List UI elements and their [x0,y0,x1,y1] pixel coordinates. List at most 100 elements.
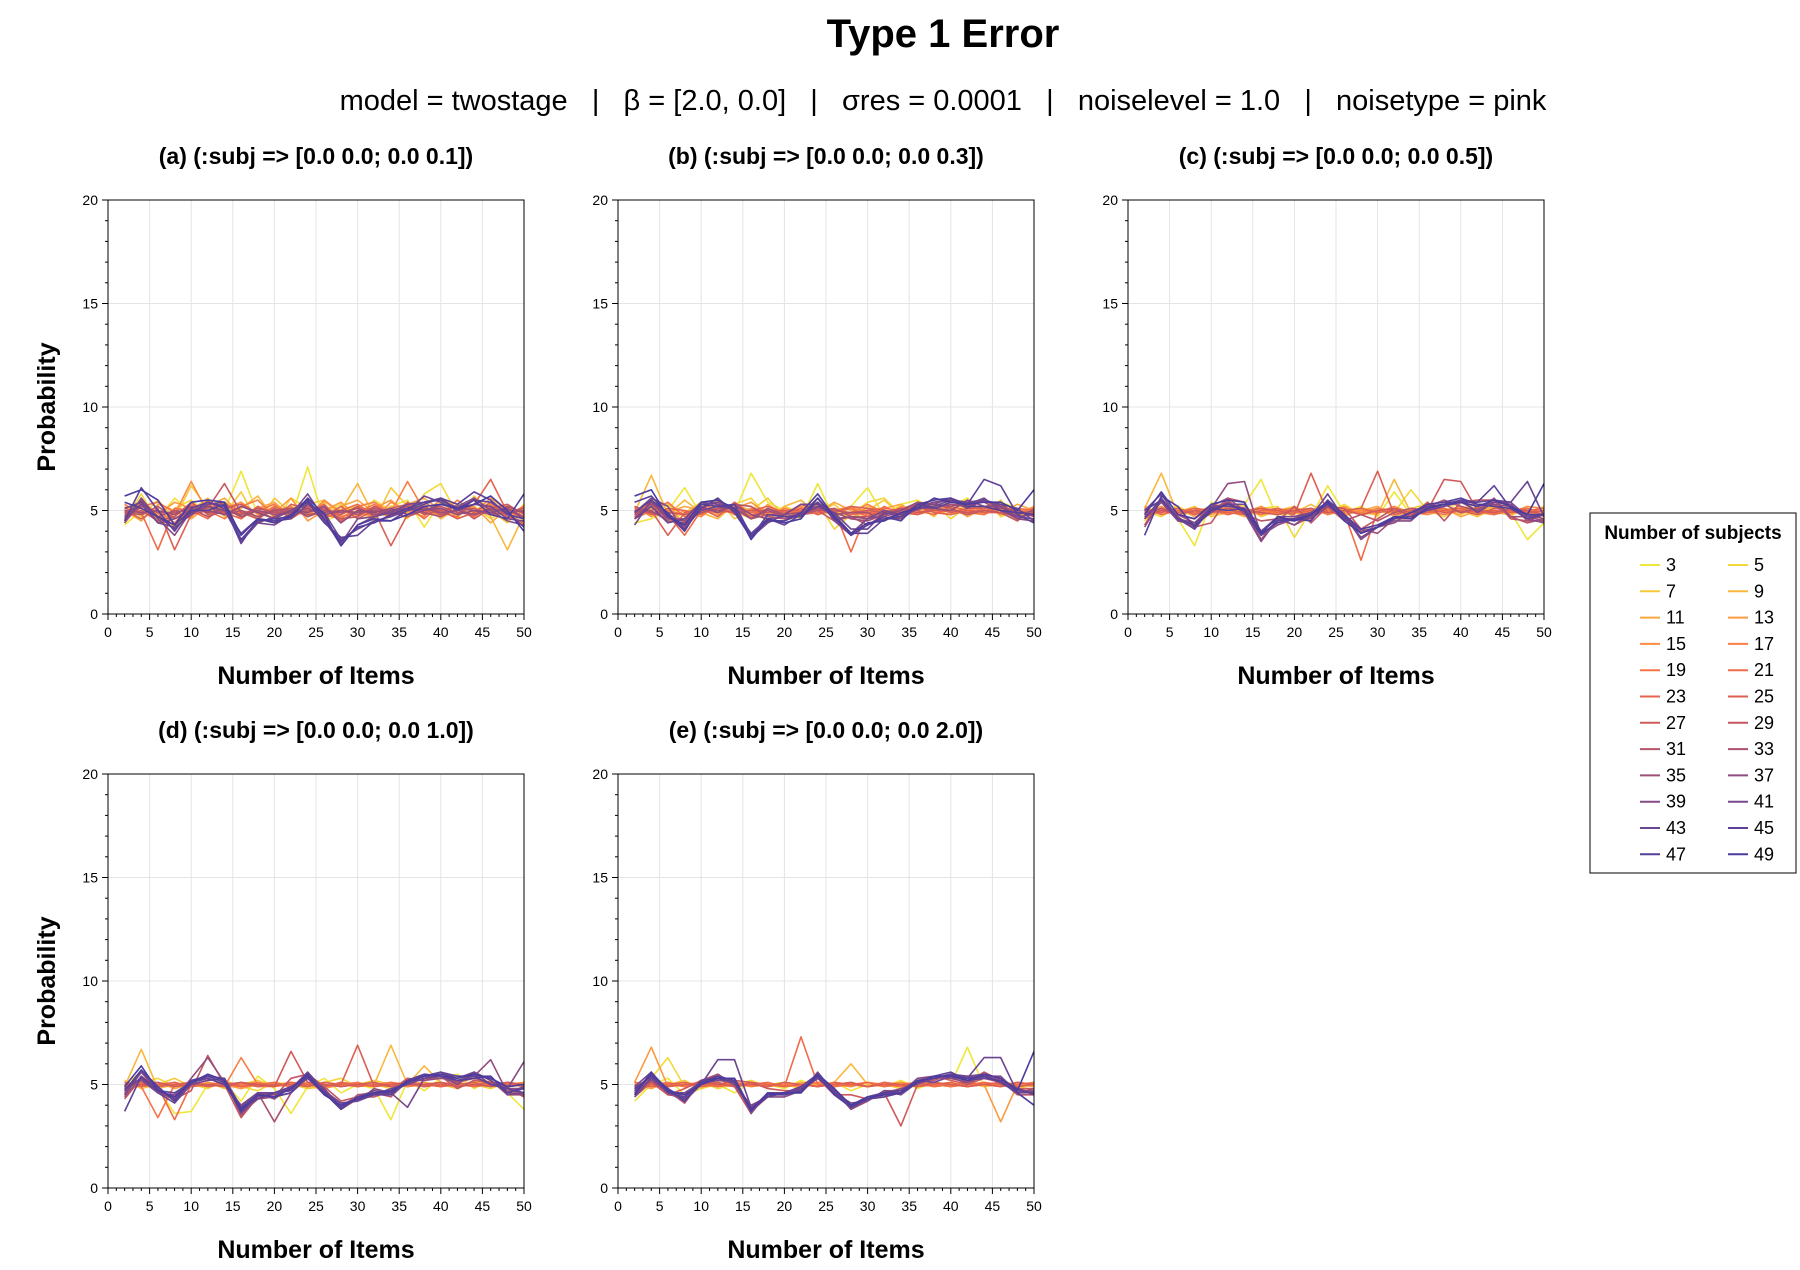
series-line-47 [1143,495,1544,537]
legend-entry-35: 35 [1640,765,1686,785]
y-tick-label: 10 [592,399,608,415]
y-tick-label: 10 [592,973,608,989]
x-tick-label: 0 [614,624,622,640]
series-line-29 [123,1054,525,1119]
legend-entry-39: 39 [1640,792,1686,812]
legend-label: 49 [1754,844,1774,864]
x-tick-label: 5 [656,624,664,640]
legend-entry-11: 11 [1640,608,1685,628]
series-line-49 [1143,483,1545,535]
chart-subtitle: model = twostage | β = [2.0, 0.0] | σres… [340,85,1547,117]
grid [108,200,524,614]
legend-entry-31: 31 [1640,739,1686,759]
x-axis-label: Number of Items [727,1236,924,1264]
y-tick-label: 0 [600,1180,608,1196]
y-tick-label: 20 [592,192,608,208]
x-tick-label: 50 [1026,1198,1042,1214]
x-tick-label: 30 [860,1198,876,1214]
y-axis-label: Probability [33,916,61,1045]
grid [1128,200,1544,614]
x-tick-label: 5 [1166,624,1174,640]
x-tick-label: 15 [735,1198,751,1214]
x-tick-label: 0 [104,624,112,640]
x-tick-label: 0 [104,1198,112,1214]
y-tick-label: 15 [82,296,98,312]
x-tick-label: 20 [1287,624,1303,640]
x-tick-label: 40 [433,624,449,640]
legend-entry-41: 41 [1728,792,1774,812]
series-line-29 [1143,497,1545,537]
x-tick-label: 45 [475,624,491,640]
legend-entry-37: 37 [1728,765,1774,785]
legend-entry-21: 21 [1728,660,1774,680]
legend-label: 29 [1754,713,1774,733]
y-tick-label: 10 [82,399,98,415]
y-tick-label: 5 [90,1077,98,1093]
x-axis-label: Number of Items [217,1236,414,1264]
x-tick-label: 15 [735,624,751,640]
y-tick-label: 0 [600,606,608,622]
grid [618,774,1034,1188]
x-axis-label: Number of Items [217,662,414,690]
panel-e: 0 5 10 15 20 25 30 35 40 45 50 0 5 10 15 20 (e) (:subj =… [592,717,1042,1264]
y-tick-label: 5 [90,503,98,519]
legend-entry-13: 13 [1728,608,1774,628]
x-tick-label: 15 [225,1198,241,1214]
legend-entry-25: 25 [1728,687,1774,707]
y-tick-label: 10 [82,973,98,989]
legend-label: 37 [1754,765,1774,785]
x-tick-label: 25 [818,1198,834,1214]
panel-title: (e) (:subj => [0.0 0.0; 0.0 2.0]) [669,717,983,743]
series-line-49 [123,1065,525,1111]
x-tick-label: 30 [350,1198,366,1214]
x-tick-label: 45 [1495,624,1511,640]
series-lines [633,1036,1035,1127]
x-tick-label: 40 [1453,624,1469,640]
x-tick-label: 30 [860,624,876,640]
x-tick-label: 10 [183,1198,199,1214]
minor-ticks [105,794,517,1191]
series-line-49 [124,488,525,547]
legend-label: 35 [1666,765,1686,785]
x-tick-label: 45 [475,1198,491,1214]
panel-c: 0 5 10 15 20 25 30 35 40 45 50 0 5 10 15 20 (c) (:subj =… [1102,143,1552,690]
panel-title: (b) (:subj => [0.0 0.0; 0.0 0.3]) [668,143,984,169]
series-line-3 [124,1071,525,1121]
legend-label: 5 [1754,555,1764,575]
legend-entry-9: 9 [1728,581,1764,601]
minor-ticks [615,794,1027,1191]
y-tick-label: 15 [592,870,608,886]
legend-entry-23: 23 [1640,687,1686,707]
legend-label: 9 [1754,581,1764,601]
x-tick-label: 35 [901,624,917,640]
x-axis-label: Number of Items [727,662,924,690]
legend-label: 39 [1666,792,1686,812]
y-axis-label: Probability [33,342,61,471]
y-tick-label: 5 [600,503,608,519]
legend-label: 47 [1666,844,1686,864]
x-tick-label: 50 [1536,624,1552,640]
x-tick-label: 10 [693,1198,709,1214]
legend-label: 25 [1754,687,1774,707]
x-tick-label: 35 [391,1198,407,1214]
y-tick-label: 15 [592,296,608,312]
legend-box [1589,512,1797,874]
y-tick-label: 0 [90,606,98,622]
x-tick-label: 35 [1411,624,1427,640]
y-tick-label: 20 [82,192,98,208]
x-axis-label: Number of Items [1237,662,1434,690]
x-tick-label: 25 [308,624,324,640]
x-tick-label: 10 [1203,624,1219,640]
y-tick-label: 5 [600,1077,608,1093]
x-tick-label: 30 [350,624,366,640]
series-line-45 [1144,484,1545,535]
x-tick-label: 20 [777,1198,793,1214]
legend-label: 23 [1666,687,1686,707]
legend-label: 15 [1666,634,1686,654]
legend-label: 19 [1666,660,1686,680]
y-tick-label: 20 [1102,192,1118,208]
grid [108,774,524,1188]
